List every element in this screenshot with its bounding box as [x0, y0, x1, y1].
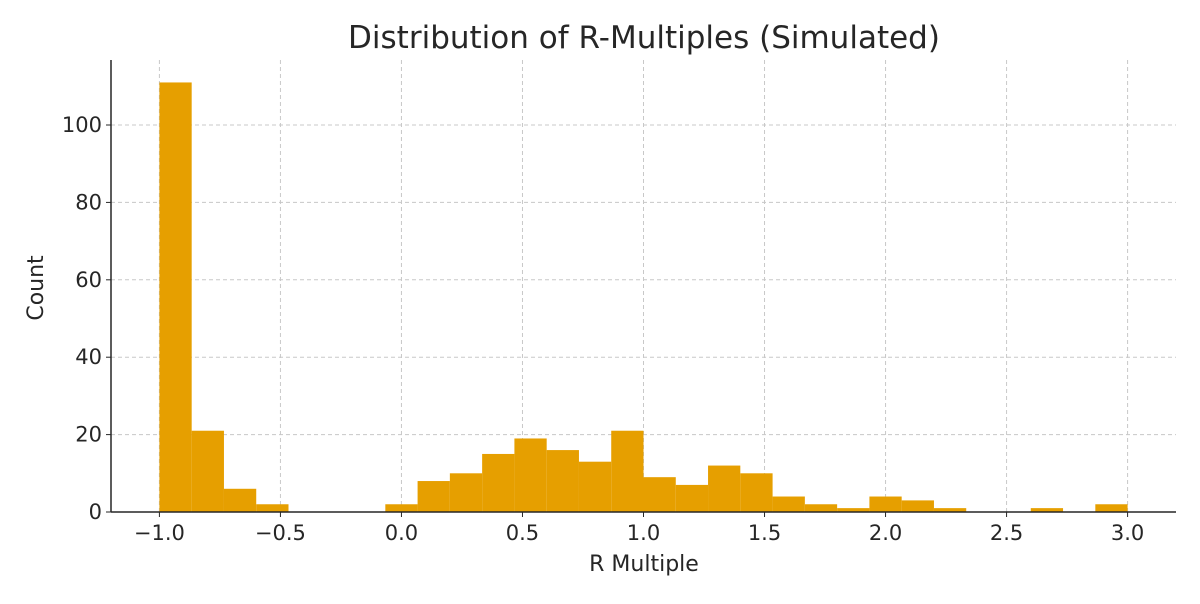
histogram-bar: [611, 430, 644, 512]
histogram-bar: [223, 488, 257, 512]
histogram-bar: [1095, 504, 1128, 512]
histogram-bar: [514, 438, 547, 512]
x-tick-label: −1.0: [134, 521, 185, 545]
histogram-bar: [385, 504, 418, 512]
histogram-bar: [482, 453, 515, 512]
x-tick-label: 2.5: [990, 521, 1023, 545]
x-tick-label: −0.5: [255, 521, 306, 545]
histogram-bar: [578, 461, 612, 512]
histogram-bar: [546, 450, 579, 512]
x-tick-label: 2.0: [869, 521, 902, 545]
histogram-bar: [740, 473, 773, 512]
histogram-bar: [869, 496, 902, 512]
histogram-bar: [191, 430, 224, 512]
x-tick-label: 3.0: [1111, 521, 1144, 545]
histogram-bar: [159, 82, 192, 513]
x-tick-label: 1.5: [748, 521, 781, 545]
histogram-bar: [837, 508, 870, 512]
histogram-bar: [708, 465, 741, 512]
y-tick-label: 20: [75, 423, 102, 447]
chart-title: Distribution of R-Multiples (Simulated): [348, 20, 940, 56]
histogram-bar: [933, 508, 967, 512]
histogram-bar: [675, 484, 709, 512]
histogram-bar: [417, 481, 450, 512]
x-tick-label: 1.0: [627, 521, 660, 545]
y-tick-label: 60: [75, 268, 102, 292]
histogram-bar: [256, 504, 289, 512]
x-tick-label: 0.0: [385, 521, 418, 545]
x-tick-label: 0.5: [506, 521, 539, 545]
y-axis-label: Count: [24, 255, 49, 321]
bars: [159, 82, 1128, 513]
histogram-bar: [449, 473, 483, 512]
histogram-bar: [1030, 508, 1064, 512]
y-tick-label: 40: [75, 345, 102, 369]
histogram-bar: [643, 477, 676, 512]
histogram-bar: [772, 496, 805, 512]
axes: −1.0 −0.5 0.0 0.5 1.0 1.5 2.0 2.5 3.0 0 20 40 60 80 10…: [62, 60, 1176, 545]
y-tick-label: 0: [89, 500, 102, 524]
x-axis-label: R Multiple: [589, 552, 699, 577]
y-tick-label: 100: [62, 113, 102, 137]
histogram-bar: [901, 500, 934, 512]
y-tick-label: 80: [75, 190, 102, 214]
histogram-bar: [804, 504, 838, 512]
